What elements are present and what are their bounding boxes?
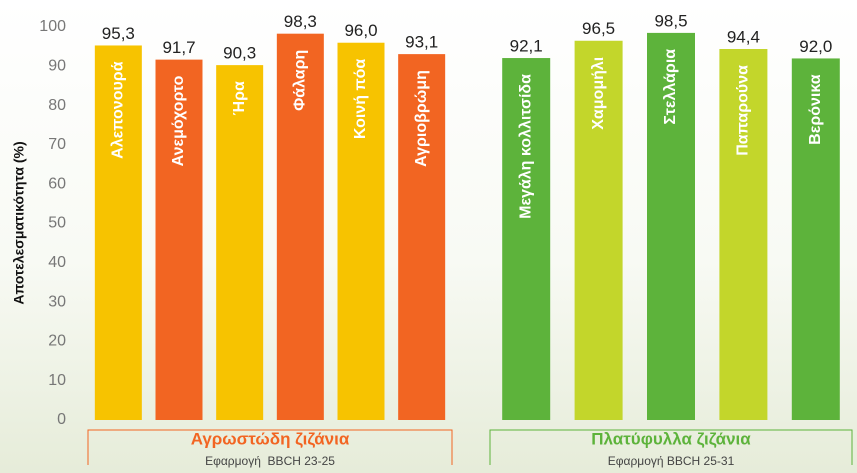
category-label: Αγριοβρώμη: [413, 70, 430, 167]
y-tick-label: 40: [48, 254, 66, 271]
value-label: 93,1: [405, 33, 438, 52]
value-label: 95,3: [102, 24, 135, 43]
category-label: Μεγάλη κολλιτσίδα: [517, 74, 534, 219]
value-label: 92,1: [510, 37, 543, 56]
category-label: Βερόνικα: [807, 74, 824, 145]
value-label: 96,0: [344, 21, 377, 40]
y-tick-label: 80: [48, 97, 66, 114]
y-tick-label: 30: [48, 293, 66, 310]
chart: Αποτελεσματικότητα (%) 0 10 20 30 40 50 60 70 80…: [0, 0, 857, 473]
value-label: 96,5: [582, 19, 615, 38]
category-label: Φάλαρη: [292, 50, 309, 111]
y-tick-label: 70: [48, 136, 66, 153]
y-tick-label: 20: [48, 333, 66, 350]
value-label: 90,3: [223, 44, 256, 63]
bar: [216, 65, 263, 420]
group-subtitle: Εφαρμογή BBCH 23-25: [205, 454, 335, 468]
y-tick-label: 0: [57, 411, 66, 428]
value-label: 98,5: [654, 11, 687, 30]
y-tick-label: 50: [48, 215, 66, 232]
group-title: Πλατύφυλλα ζιζάνια: [591, 429, 751, 448]
category-label: Παπαρούνα: [735, 65, 752, 156]
category-label: Χαμομήλι: [590, 57, 607, 130]
y-tick-label: 100: [39, 18, 66, 35]
y-tick-label: 60: [48, 175, 66, 192]
category-label: Κοινή πόα: [352, 59, 369, 140]
category-label: Ανεμόχορτο: [170, 75, 187, 166]
category-label: Ήρα: [231, 81, 248, 115]
category-label: Στελλάρια: [662, 49, 679, 125]
value-label: 94,4: [727, 27, 760, 46]
group-subtitle: Εφαρμογή BBCH 25-31: [608, 454, 735, 468]
value-label: 91,7: [162, 38, 195, 57]
group-title: Αγρωστώδη ζιζάνια: [191, 429, 350, 448]
category-label: Αλεπονουρά: [110, 61, 127, 159]
y-tick-label: 90: [48, 58, 66, 75]
value-label: 98,3: [284, 12, 317, 31]
value-label: 92,0: [799, 37, 832, 56]
y-axis-label: Αποτελεσματικότητα (%): [11, 141, 27, 304]
y-tick-label: 10: [48, 372, 66, 389]
